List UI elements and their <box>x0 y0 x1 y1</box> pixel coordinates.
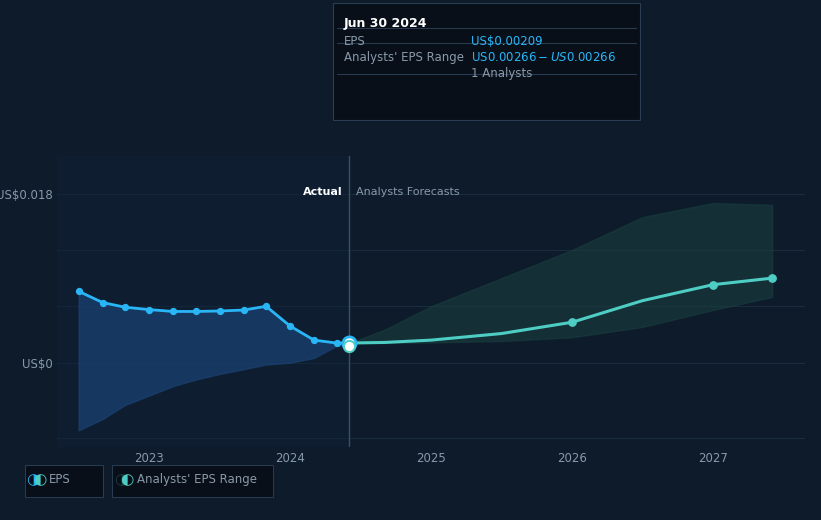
Point <box>237 306 250 314</box>
Text: ◑: ◑ <box>114 473 127 487</box>
Point <box>283 322 296 330</box>
Point <box>167 307 180 316</box>
Bar <box>57 156 349 447</box>
Point <box>213 307 226 315</box>
Text: ◑: ◑ <box>26 473 39 487</box>
Point <box>118 303 131 311</box>
Text: US$0.00266 - US$0.00266: US$0.00266 - US$0.00266 <box>471 51 617 64</box>
Point <box>342 342 355 350</box>
Text: US$0.00209: US$0.00209 <box>471 35 543 48</box>
Text: Analysts' EPS Range: Analysts' EPS Range <box>137 473 257 487</box>
Point <box>330 339 343 347</box>
Point <box>342 339 355 347</box>
Point <box>189 307 202 316</box>
Text: Jun 30 2024: Jun 30 2024 <box>344 17 428 30</box>
Text: ◐: ◐ <box>121 473 134 487</box>
Point <box>566 318 579 327</box>
Text: 1 Analysts: 1 Analysts <box>471 67 533 80</box>
Point <box>143 305 156 314</box>
Text: Analysts' EPS Range: Analysts' EPS Range <box>344 51 464 64</box>
Point <box>96 298 109 307</box>
Point <box>259 302 273 310</box>
Point <box>342 339 355 347</box>
Text: ◐: ◐ <box>33 473 46 487</box>
Text: Analysts Forecasts: Analysts Forecasts <box>356 187 460 197</box>
Text: Actual: Actual <box>303 187 342 197</box>
Point <box>706 280 719 289</box>
Point <box>307 336 320 344</box>
Text: EPS: EPS <box>49 473 71 487</box>
Point <box>766 274 779 282</box>
Text: EPS: EPS <box>344 35 365 48</box>
Point <box>72 287 85 295</box>
